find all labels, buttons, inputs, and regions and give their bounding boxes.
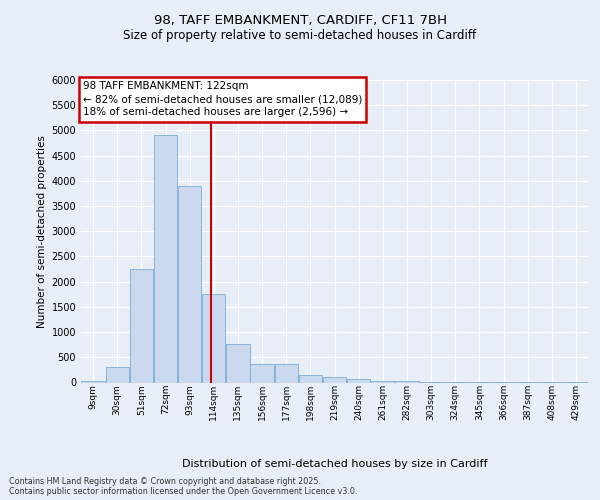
Bar	[178, 186, 201, 382]
Bar	[275, 364, 298, 382]
Bar	[202, 294, 226, 382]
X-axis label: Distribution of semi-detached houses by size in Cardiff: Distribution of semi-detached houses by …	[182, 459, 487, 469]
Text: 98 TAFF EMBANKMENT: 122sqm
← 82% of semi-detached houses are smaller (12,089)
18: 98 TAFF EMBANKMENT: 122sqm ← 82% of semi…	[83, 81, 362, 118]
Bar	[106, 368, 129, 382]
Bar	[347, 380, 370, 382]
Bar	[154, 136, 177, 382]
Text: 98, TAFF EMBANKMENT, CARDIFF, CF11 7BH: 98, TAFF EMBANKMENT, CARDIFF, CF11 7BH	[154, 14, 446, 27]
Text: Size of property relative to semi-detached houses in Cardiff: Size of property relative to semi-detach…	[124, 29, 476, 42]
Text: Contains public sector information licensed under the Open Government Licence v3: Contains public sector information licen…	[9, 488, 358, 496]
Y-axis label: Number of semi-detached properties: Number of semi-detached properties	[37, 135, 47, 328]
Bar	[130, 269, 153, 382]
Bar	[299, 375, 322, 382]
Bar	[371, 380, 394, 382]
Bar	[250, 364, 274, 382]
Bar	[323, 378, 346, 382]
Bar	[226, 344, 250, 383]
Text: Contains HM Land Registry data © Crown copyright and database right 2025.: Contains HM Land Registry data © Crown c…	[9, 477, 321, 486]
